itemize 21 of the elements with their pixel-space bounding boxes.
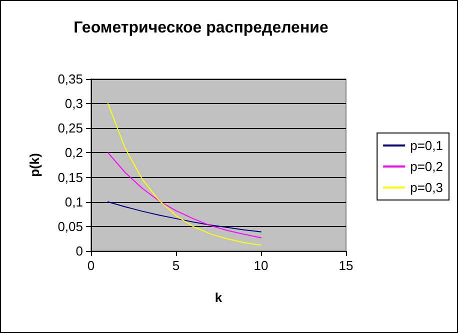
- y-tick-label: 0: [76, 244, 83, 258]
- y-tick-label: 0,2: [64, 145, 83, 160]
- x-axis-title: k: [214, 290, 223, 305]
- line-series: [108, 152, 262, 238]
- legend-label: p=0,1: [410, 138, 444, 153]
- x-tick-label: 10: [254, 258, 268, 273]
- y-tick-label: 0,35: [58, 72, 83, 86]
- x-tick-label: 5: [172, 258, 180, 273]
- y-tick-label: 0,25: [58, 120, 83, 136]
- x-tick-label: 0: [87, 258, 95, 273]
- line-series: [108, 201, 262, 232]
- chart-title: Геометрическое распределение: [74, 20, 328, 36]
- y-tick-label: 0,1: [64, 194, 83, 210]
- line-series: [108, 103, 262, 246]
- legend-label: p=0,3: [410, 180, 444, 195]
- y-tick-label: 0,3: [64, 96, 83, 112]
- x-tick-label: 15: [338, 258, 354, 273]
- legend-label: p=0,2: [410, 159, 444, 174]
- y-axis-title: p(k): [27, 153, 42, 177]
- y-tick-label: 0,05: [58, 218, 83, 234]
- y-tick-label: 0,15: [58, 170, 83, 185]
